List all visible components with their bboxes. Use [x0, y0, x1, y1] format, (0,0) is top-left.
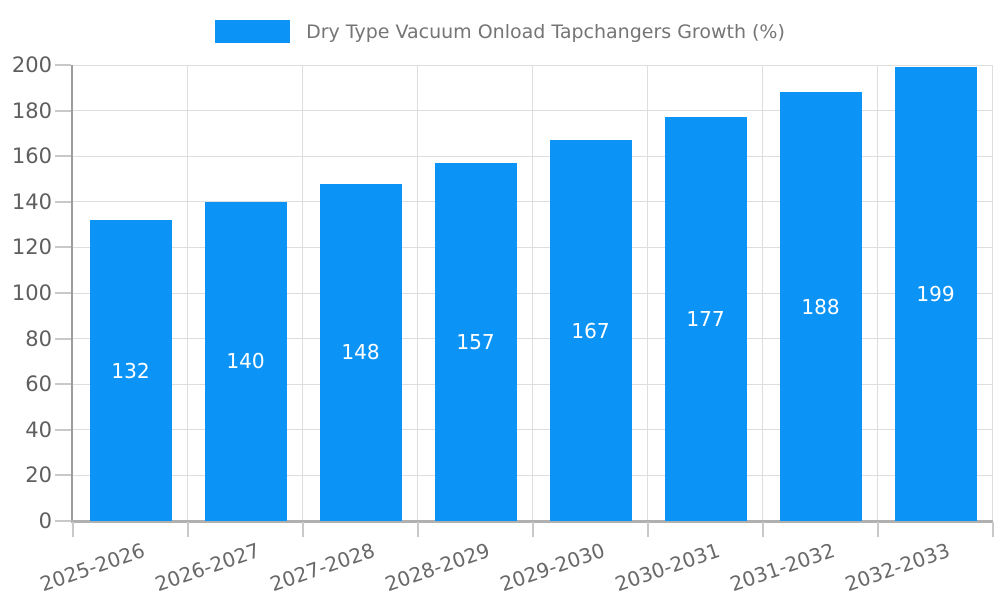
bar-value-label: 132 — [111, 358, 150, 383]
x-tick-label: 2032-2033 — [842, 538, 954, 597]
gridline-vertical — [762, 65, 763, 521]
y-tick-label: 40 — [25, 417, 52, 442]
legend-label: Dry Type Vacuum Onload Tapchangers Growt… — [306, 20, 785, 43]
y-axis-tick — [55, 520, 71, 522]
bar-value-label: 188 — [801, 294, 840, 319]
x-axis-tick — [647, 522, 649, 537]
gridline-horizontal — [73, 338, 993, 340]
y-axis-tick — [55, 292, 71, 294]
gridline-horizontal — [73, 64, 993, 66]
y-tick-label: 200 — [11, 53, 52, 77]
chart-legend: Dry Type Vacuum Onload Tapchangers Growt… — [0, 20, 1000, 43]
bar: 188 — [779, 92, 862, 521]
bar: 140 — [204, 201, 287, 521]
bar: 132 — [89, 220, 172, 521]
x-axis-tick — [72, 522, 74, 537]
gridline-vertical — [877, 65, 878, 521]
bar-value-label: 157 — [456, 330, 495, 355]
gridline-vertical — [417, 65, 418, 521]
x-axis-tick — [417, 522, 419, 537]
y-tick-label: 140 — [11, 189, 52, 214]
gridline-vertical — [647, 65, 648, 521]
x-tick-label: 2029-2030 — [497, 538, 609, 597]
x-tick-label: 2031-2032 — [727, 538, 839, 597]
y-axis-tick — [55, 64, 71, 66]
y-tick-label: 80 — [25, 326, 52, 351]
gridline-vertical — [992, 65, 993, 521]
bar-value-label: 148 — [341, 340, 380, 365]
x-axis-tick — [762, 522, 764, 537]
x-tick-label: 2026-2027 — [152, 538, 264, 597]
x-tick-label: 2030-2031 — [612, 538, 724, 597]
bar-value-label: 167 — [571, 318, 610, 343]
x-axis-tick — [302, 522, 304, 537]
y-axis-tick — [55, 337, 71, 340]
x-axis-tick — [532, 522, 534, 537]
x-tick-label: 2027-2028 — [267, 538, 379, 597]
y-axis-tick — [55, 474, 71, 477]
gridline-horizontal — [73, 292, 993, 294]
gridline-horizontal — [73, 383, 993, 385]
gridline-horizontal — [73, 155, 993, 157]
y-tick-label: 180 — [11, 98, 52, 123]
y-axis-tick — [55, 383, 71, 386]
bar-value-label: 177 — [686, 307, 725, 332]
x-tick-label: 2025-2026 — [37, 538, 149, 597]
y-tick-label: 100 — [11, 281, 52, 305]
y-tick-label: 160 — [11, 144, 52, 169]
gridline-vertical — [532, 65, 533, 521]
y-tick-label: 120 — [11, 235, 52, 260]
gridline-vertical — [302, 65, 303, 521]
gridline-horizontal — [73, 201, 993, 203]
bar-value-label: 140 — [226, 349, 265, 374]
bar: 157 — [434, 163, 517, 521]
bar: 199 — [894, 67, 977, 521]
gridline-horizontal — [73, 246, 993, 248]
y-axis-tick — [55, 246, 71, 249]
bar: 148 — [319, 183, 402, 521]
bar-value-label: 199 — [916, 282, 955, 307]
bar: 177 — [664, 117, 747, 521]
y-axis-tick — [55, 428, 71, 431]
gridline-horizontal — [73, 429, 993, 431]
y-tick-label: 20 — [25, 463, 52, 488]
y-axis-tick — [55, 200, 71, 203]
y-axis-tick — [55, 109, 71, 112]
x-tick-label: 2028-2029 — [382, 538, 494, 597]
y-tick-label: 0 — [38, 509, 52, 533]
x-axis-line — [71, 520, 993, 523]
y-axis-tick — [55, 155, 71, 158]
y-tick-label: 60 — [25, 372, 52, 397]
gridline-horizontal — [73, 110, 993, 112]
x-axis-tick — [877, 522, 879, 537]
plot-area: 132 140 148 157 167 177 188 199 — [55, 64, 994, 537]
gridline-vertical — [187, 65, 188, 521]
x-axis-tick — [187, 522, 189, 537]
bar: 167 — [549, 140, 632, 521]
gridline-horizontal — [73, 474, 993, 476]
y-axis-line — [71, 65, 73, 521]
x-axis-tick — [992, 522, 994, 537]
legend-swatch-icon — [215, 20, 291, 43]
